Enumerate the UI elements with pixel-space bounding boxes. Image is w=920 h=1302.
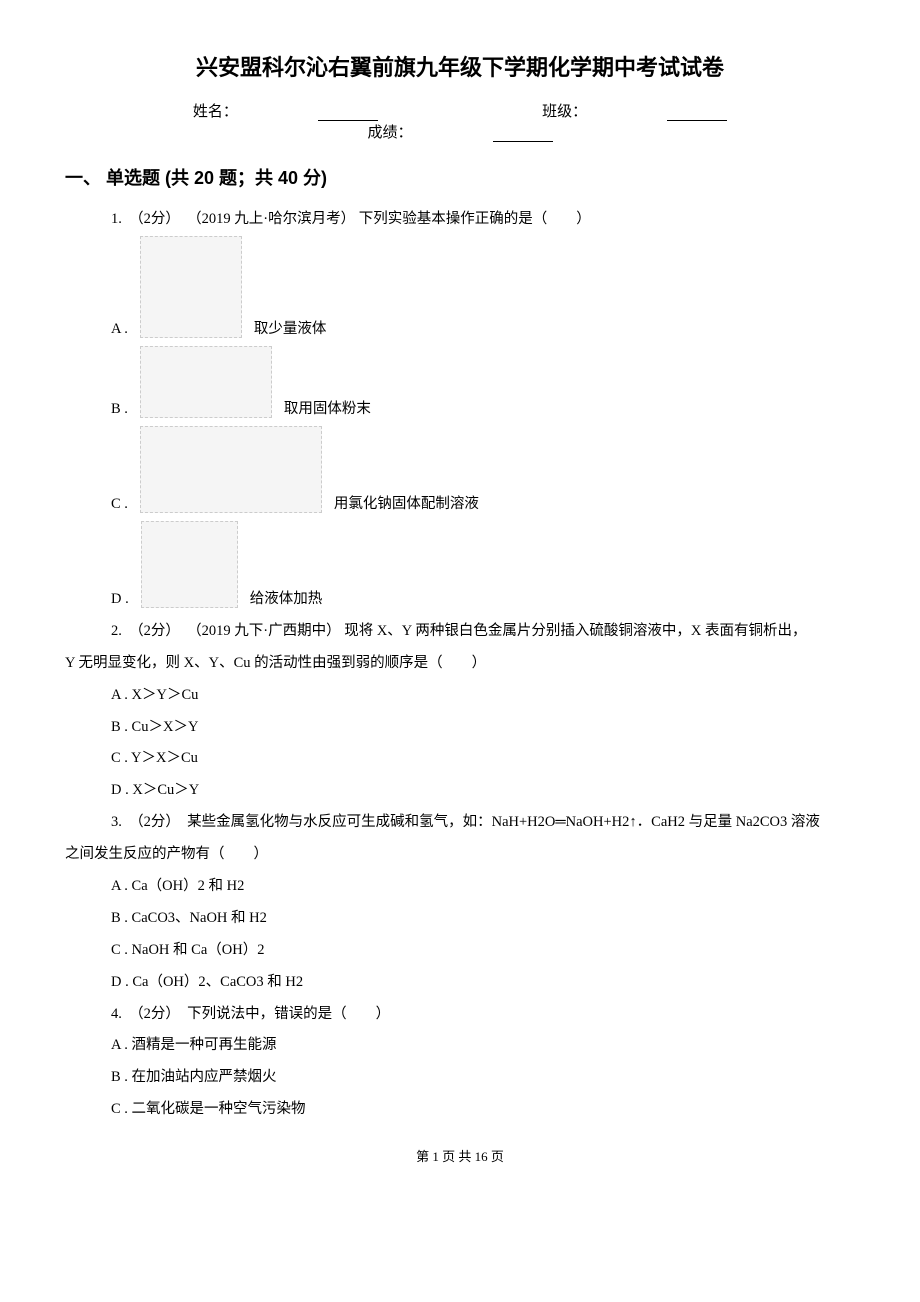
q1-a-image	[140, 236, 242, 338]
q2-points: （2分）	[129, 623, 180, 639]
q1-c-image	[140, 426, 322, 513]
q2-stem1: 现将 X、Y 两种银白色金属片分别插入硫酸铜溶液中，X 表面有铜析出，	[344, 623, 806, 639]
q1-d-text: 给液体加热	[250, 587, 323, 608]
question-3-stem-line1: 3. （2分） 某些金属氢化物与水反应可生成碱和氢气，如：NaH+H2O═NaO…	[65, 807, 855, 839]
q2-option-d: D . X＞Cu＞Y	[83, 775, 855, 807]
q2-option-a: A . X＞Y＞Cu	[83, 680, 855, 712]
q3-num: 3.	[111, 814, 122, 830]
class-label: 班级：	[542, 100, 587, 121]
q4-option-b: B . 在加油站内应严禁烟火	[83, 1062, 855, 1094]
score-field: 成绩：	[327, 121, 592, 142]
q3-option-b: B . CaCO3、NaOH 和 H2	[83, 903, 855, 935]
question-2-stem-line1: 2. （2分） （2019 九下·广西期中） 现将 X、Y 两种银白色金属片分别…	[65, 616, 855, 648]
q1-option-c: C . 用氯化钠固体配制溶液	[111, 426, 855, 513]
question-2-stem-line2: Y 无明显变化，则 X、Y、Cu 的活动性由强到弱的顺序是（ ）	[65, 648, 855, 680]
q2-option-b: B . Cu＞X＞Y	[83, 712, 855, 744]
q4-option-c: C . 二氧化碳是一种空气污染物	[83, 1094, 855, 1126]
q3-option-c: C . NaOH 和 Ca（OH）2	[83, 935, 855, 967]
q1-d-image	[141, 521, 238, 608]
q1-a-text: 取少量液体	[254, 317, 327, 338]
q4-num: 4.	[111, 1006, 122, 1022]
q2-num: 2.	[111, 623, 122, 639]
q1-b-label: B .	[111, 401, 128, 418]
q1-a-label: A .	[111, 321, 128, 338]
q4-points: （2分）	[129, 1006, 180, 1022]
q1-source: （2019 九上·哈尔滨月考）	[187, 211, 355, 227]
q1-c-text: 用氯化钠固体配制溶液	[334, 492, 479, 513]
q1-b-text: 取用固体粉末	[284, 397, 371, 418]
q1-c-label: C .	[111, 496, 128, 513]
q3-stem1: 某些金属氢化物与水反应可生成碱和氢气，如：NaH+H2O═NaOH+H2↑．Ca…	[187, 814, 820, 830]
score-blank	[493, 141, 553, 142]
name-label: 姓名：	[193, 100, 238, 121]
section-number: 一、	[65, 168, 101, 188]
q1-num: 1.	[111, 211, 122, 227]
q1-option-b: B . 取用固体粉末	[111, 346, 855, 418]
q1-b-image	[140, 346, 272, 418]
section-text: 单选题 (共 20 题；共 40 分)	[106, 168, 327, 188]
q1-option-d: D . 给液体加热	[111, 521, 855, 608]
class-field: 班级：	[502, 100, 767, 121]
q2-option-c: C . Y＞X＞Cu	[83, 743, 855, 775]
question-4-stem: 4. （2分） 下列说法中，错误的是（ ）	[65, 999, 855, 1031]
q1-stem-text: 下列实验基本操作正确的是（ ）	[359, 211, 591, 227]
q4-stem-text: 下列说法中，错误的是（ ）	[187, 1006, 390, 1022]
q1-option-a: A . 取少量液体	[111, 236, 855, 338]
q2-source: （2019 九下·广西期中）	[187, 623, 340, 639]
name-field: 姓名：	[153, 100, 418, 121]
q1-d-label: D .	[111, 591, 129, 608]
section-title: 一、 单选题 (共 20 题；共 40 分)	[65, 164, 855, 190]
q3-points: （2分）	[129, 814, 180, 830]
class-blank	[667, 120, 727, 121]
q1-points: （2分）	[129, 211, 180, 227]
q4-option-a: A . 酒精是一种可再生能源	[83, 1030, 855, 1062]
exam-title: 兴安盟科尔沁右翼前旗九年级下学期化学期中考试试卷	[65, 50, 855, 82]
page-footer: 第 1 页 共 16 页	[65, 1146, 855, 1165]
info-row: 姓名： 班级： 成绩：	[65, 100, 855, 142]
q3-option-a: A . Ca（OH）2 和 H2	[83, 871, 855, 903]
score-label: 成绩：	[367, 121, 412, 142]
question-3-stem-line2: 之间发生反应的产物有（ ）	[65, 839, 855, 871]
q3-option-d: D . Ca（OH）2、CaCO3 和 H2	[83, 967, 855, 999]
question-1-stem: 1. （2分） （2019 九上·哈尔滨月考） 下列实验基本操作正确的是（ ）	[65, 204, 855, 236]
